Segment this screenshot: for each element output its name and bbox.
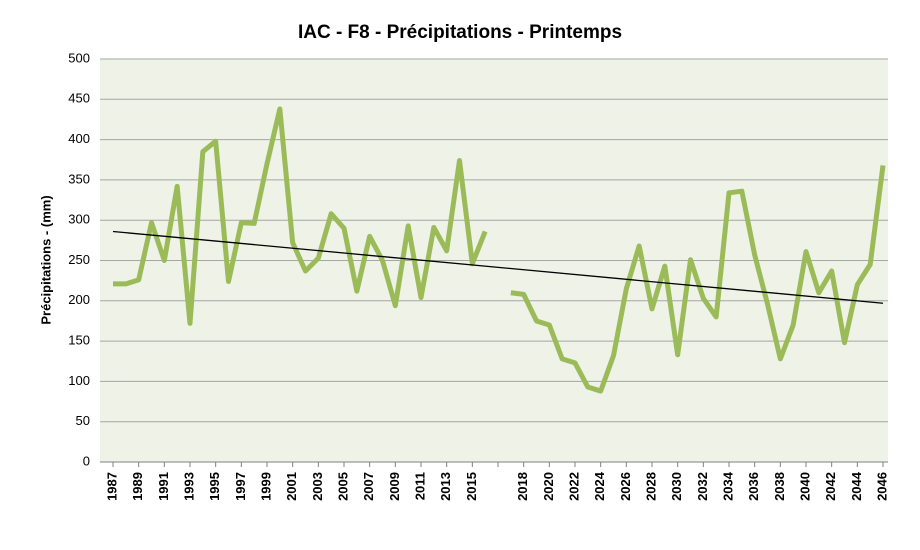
x-tick-label: 2030 <box>669 472 684 501</box>
x-tick-label: 2032 <box>695 472 710 501</box>
x-tick-label: 2028 <box>643 472 658 501</box>
x-tick-label: 2046 <box>874 472 889 501</box>
y-tick-label: 250 <box>68 252 90 267</box>
y-tick-label: 350 <box>68 171 90 186</box>
x-tick-label: 2020 <box>541 472 556 501</box>
y-tick-label: 300 <box>68 212 90 227</box>
data-line <box>113 106 886 394</box>
x-tick-label: 1997 <box>233 472 248 501</box>
x-tick-label: 2011 <box>412 472 427 500</box>
x-tick-label: 2007 <box>361 472 376 501</box>
x-tick-label: 1999 <box>258 472 273 501</box>
x-tick-label: 2042 <box>823 472 838 501</box>
x-tick-label: 2022 <box>566 472 581 501</box>
x-tick-label: 2024 <box>592 471 607 501</box>
x-tick-label: 1989 <box>130 472 145 501</box>
x-tick-label: 2003 <box>310 472 325 501</box>
x-tick-label: 2038 <box>772 472 787 501</box>
x-tick-label: 2026 <box>618 472 633 501</box>
x-tick-label: 2040 <box>797 472 812 501</box>
x-tick-label: 1993 <box>181 472 196 501</box>
y-tick-label: 50 <box>76 413 90 428</box>
y-tick-label: 0 <box>83 453 90 468</box>
x-tick-label: 1991 <box>156 472 171 501</box>
x-tick-label: 2036 <box>746 472 761 501</box>
trend-line <box>112 230 884 304</box>
x-tick-label: 2034 <box>720 471 735 501</box>
y-tick-label: 200 <box>68 292 90 307</box>
y-tick-label: 100 <box>68 373 90 388</box>
x-tick-label: 1987 <box>104 472 119 501</box>
x-tick-label: 2005 <box>335 472 350 501</box>
chart-title: IAC - F8 - Précipitations - Printemps <box>298 22 622 43</box>
x-tick-label: 2044 <box>849 471 864 501</box>
x-tick-label: 1995 <box>207 472 222 501</box>
x-tick-label: 2015 <box>464 472 479 501</box>
y-tick-label: 500 <box>68 50 90 65</box>
x-tick-label: 2018 <box>515 472 530 501</box>
x-tick-label: 2009 <box>387 472 402 501</box>
y-tick-label: 450 <box>68 91 90 106</box>
y-tick-label: 400 <box>68 131 90 146</box>
x-tick-label: 2001 <box>284 472 299 501</box>
x-tick-label: 2013 <box>438 472 453 501</box>
y-tick-label: 150 <box>68 333 90 348</box>
y-axis-label: Précipitations - (mm) <box>38 195 53 324</box>
